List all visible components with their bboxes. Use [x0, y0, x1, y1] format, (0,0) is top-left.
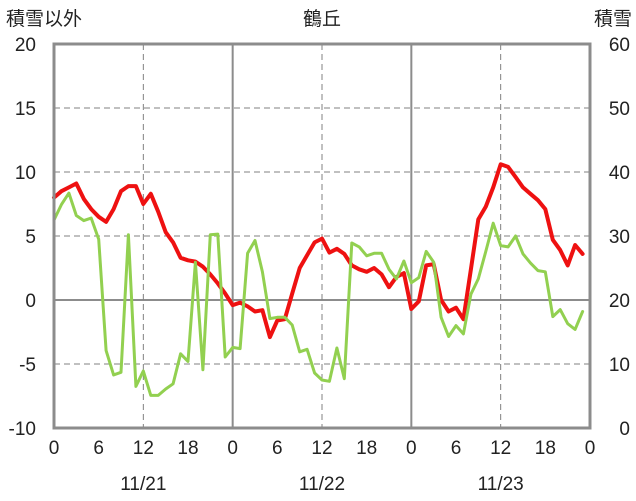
x-date-label: 11/21: [120, 474, 166, 495]
left-y-tick-label: -5: [19, 355, 36, 376]
series-line-1: [52, 162, 585, 340]
right-y-tick-label: 60: [609, 35, 630, 56]
left-y-tick-label: -10: [9, 419, 36, 440]
x-hour-tick-label: 12: [490, 438, 511, 459]
chart-title: 鶴丘: [303, 8, 341, 30]
x-hour-tick-label: 12: [133, 438, 154, 459]
x-hour-tick-label: 6: [451, 438, 462, 459]
right-y-tick-label: 0: [619, 419, 630, 440]
x-hour-tick-label: 18: [177, 438, 198, 459]
x-hour-tick-label: 6: [272, 438, 283, 459]
x-hour-tick-label: 0: [585, 438, 596, 459]
left-y-tick-label: 15: [15, 99, 36, 120]
grid-lines: [54, 44, 590, 428]
left-y-tick-label: 5: [25, 227, 36, 248]
x-hour-tick-label: 12: [311, 438, 332, 459]
x-hour-tick-label: 0: [227, 438, 238, 459]
x-hour-tick-label: 0: [49, 438, 60, 459]
left-y-tick-label: 10: [15, 163, 36, 184]
x-hour-tick-label: 6: [93, 438, 104, 459]
x-date-label: 11/23: [478, 474, 524, 495]
right-y-tick-label: 20: [609, 291, 630, 312]
right-axis-label: 積雪: [594, 8, 632, 30]
right-y-tick-label: 10: [609, 355, 630, 376]
left-y-tick-label: 0: [25, 291, 36, 312]
x-hour-tick-label: 18: [356, 438, 377, 459]
x-hour-tick-label: 0: [406, 438, 417, 459]
plot-border: [52, 42, 592, 430]
right-y-tick-label: 50: [609, 99, 630, 120]
x-date-label: 11/22: [299, 474, 345, 495]
series-line-2: [52, 191, 585, 397]
right-y-tick-label: 30: [609, 227, 630, 248]
right-y-tick-label: 40: [609, 163, 630, 184]
left-axis-label: 積雪以外: [6, 8, 82, 30]
plot-frame: [52, 42, 592, 430]
left-y-tick-label: 20: [15, 35, 36, 56]
x-hour-tick-label: 18: [535, 438, 556, 459]
